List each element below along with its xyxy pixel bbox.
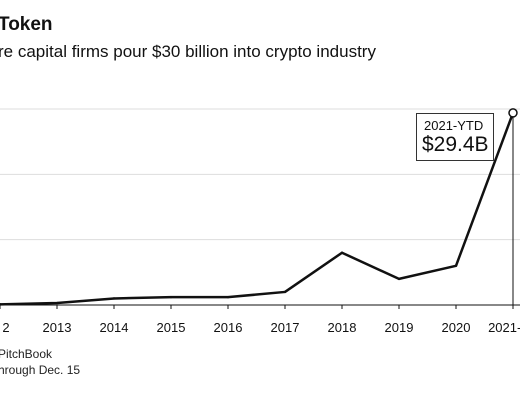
data-point bbox=[226, 295, 230, 299]
value-callout: 2021-YTD $29.4B bbox=[416, 113, 494, 161]
data-point bbox=[169, 295, 173, 299]
chart-title: Token bbox=[0, 14, 53, 35]
x-tick-label: 2017 bbox=[271, 320, 300, 335]
x-tick-label: 2014 bbox=[100, 320, 129, 335]
series-line bbox=[0, 112, 515, 306]
data-point bbox=[340, 251, 344, 254]
x-tick-label: 2013 bbox=[43, 320, 72, 335]
data-point bbox=[112, 297, 116, 300]
series-layer bbox=[0, 108, 518, 306]
x-tick-label: 2019 bbox=[385, 320, 414, 335]
source-line-1: PitchBook bbox=[0, 347, 53, 361]
x-tick-label: 2021-YT bbox=[488, 320, 520, 335]
x-tick-label: 2018 bbox=[328, 320, 357, 335]
x-tick-label: 2016 bbox=[214, 320, 243, 335]
data-point bbox=[454, 264, 458, 267]
source-note: PitchBook hrough Dec. 15 bbox=[0, 346, 80, 378]
highlight-point bbox=[508, 108, 518, 118]
x-axis-ticks: 2 2013 2014 2015 2016 2017 2018 2019 2020 2021-YT bbox=[0, 305, 520, 335]
data-point bbox=[55, 301, 59, 305]
x-tick-label: 2020 bbox=[442, 320, 471, 335]
x-tick-label: 2 bbox=[2, 320, 9, 335]
data-point bbox=[283, 290, 287, 294]
gridlines bbox=[0, 108, 520, 306]
callout-value: $29.4B bbox=[422, 133, 489, 156]
data-point bbox=[397, 277, 401, 281]
data-point bbox=[0, 303, 2, 306]
chart-subtitle: re capital firms pour $30 billion into c… bbox=[0, 42, 376, 61]
x-tick-label: 2015 bbox=[157, 320, 186, 335]
source-line-2: hrough Dec. 15 bbox=[0, 363, 81, 377]
callout-label: 2021-YTD bbox=[424, 118, 484, 133]
